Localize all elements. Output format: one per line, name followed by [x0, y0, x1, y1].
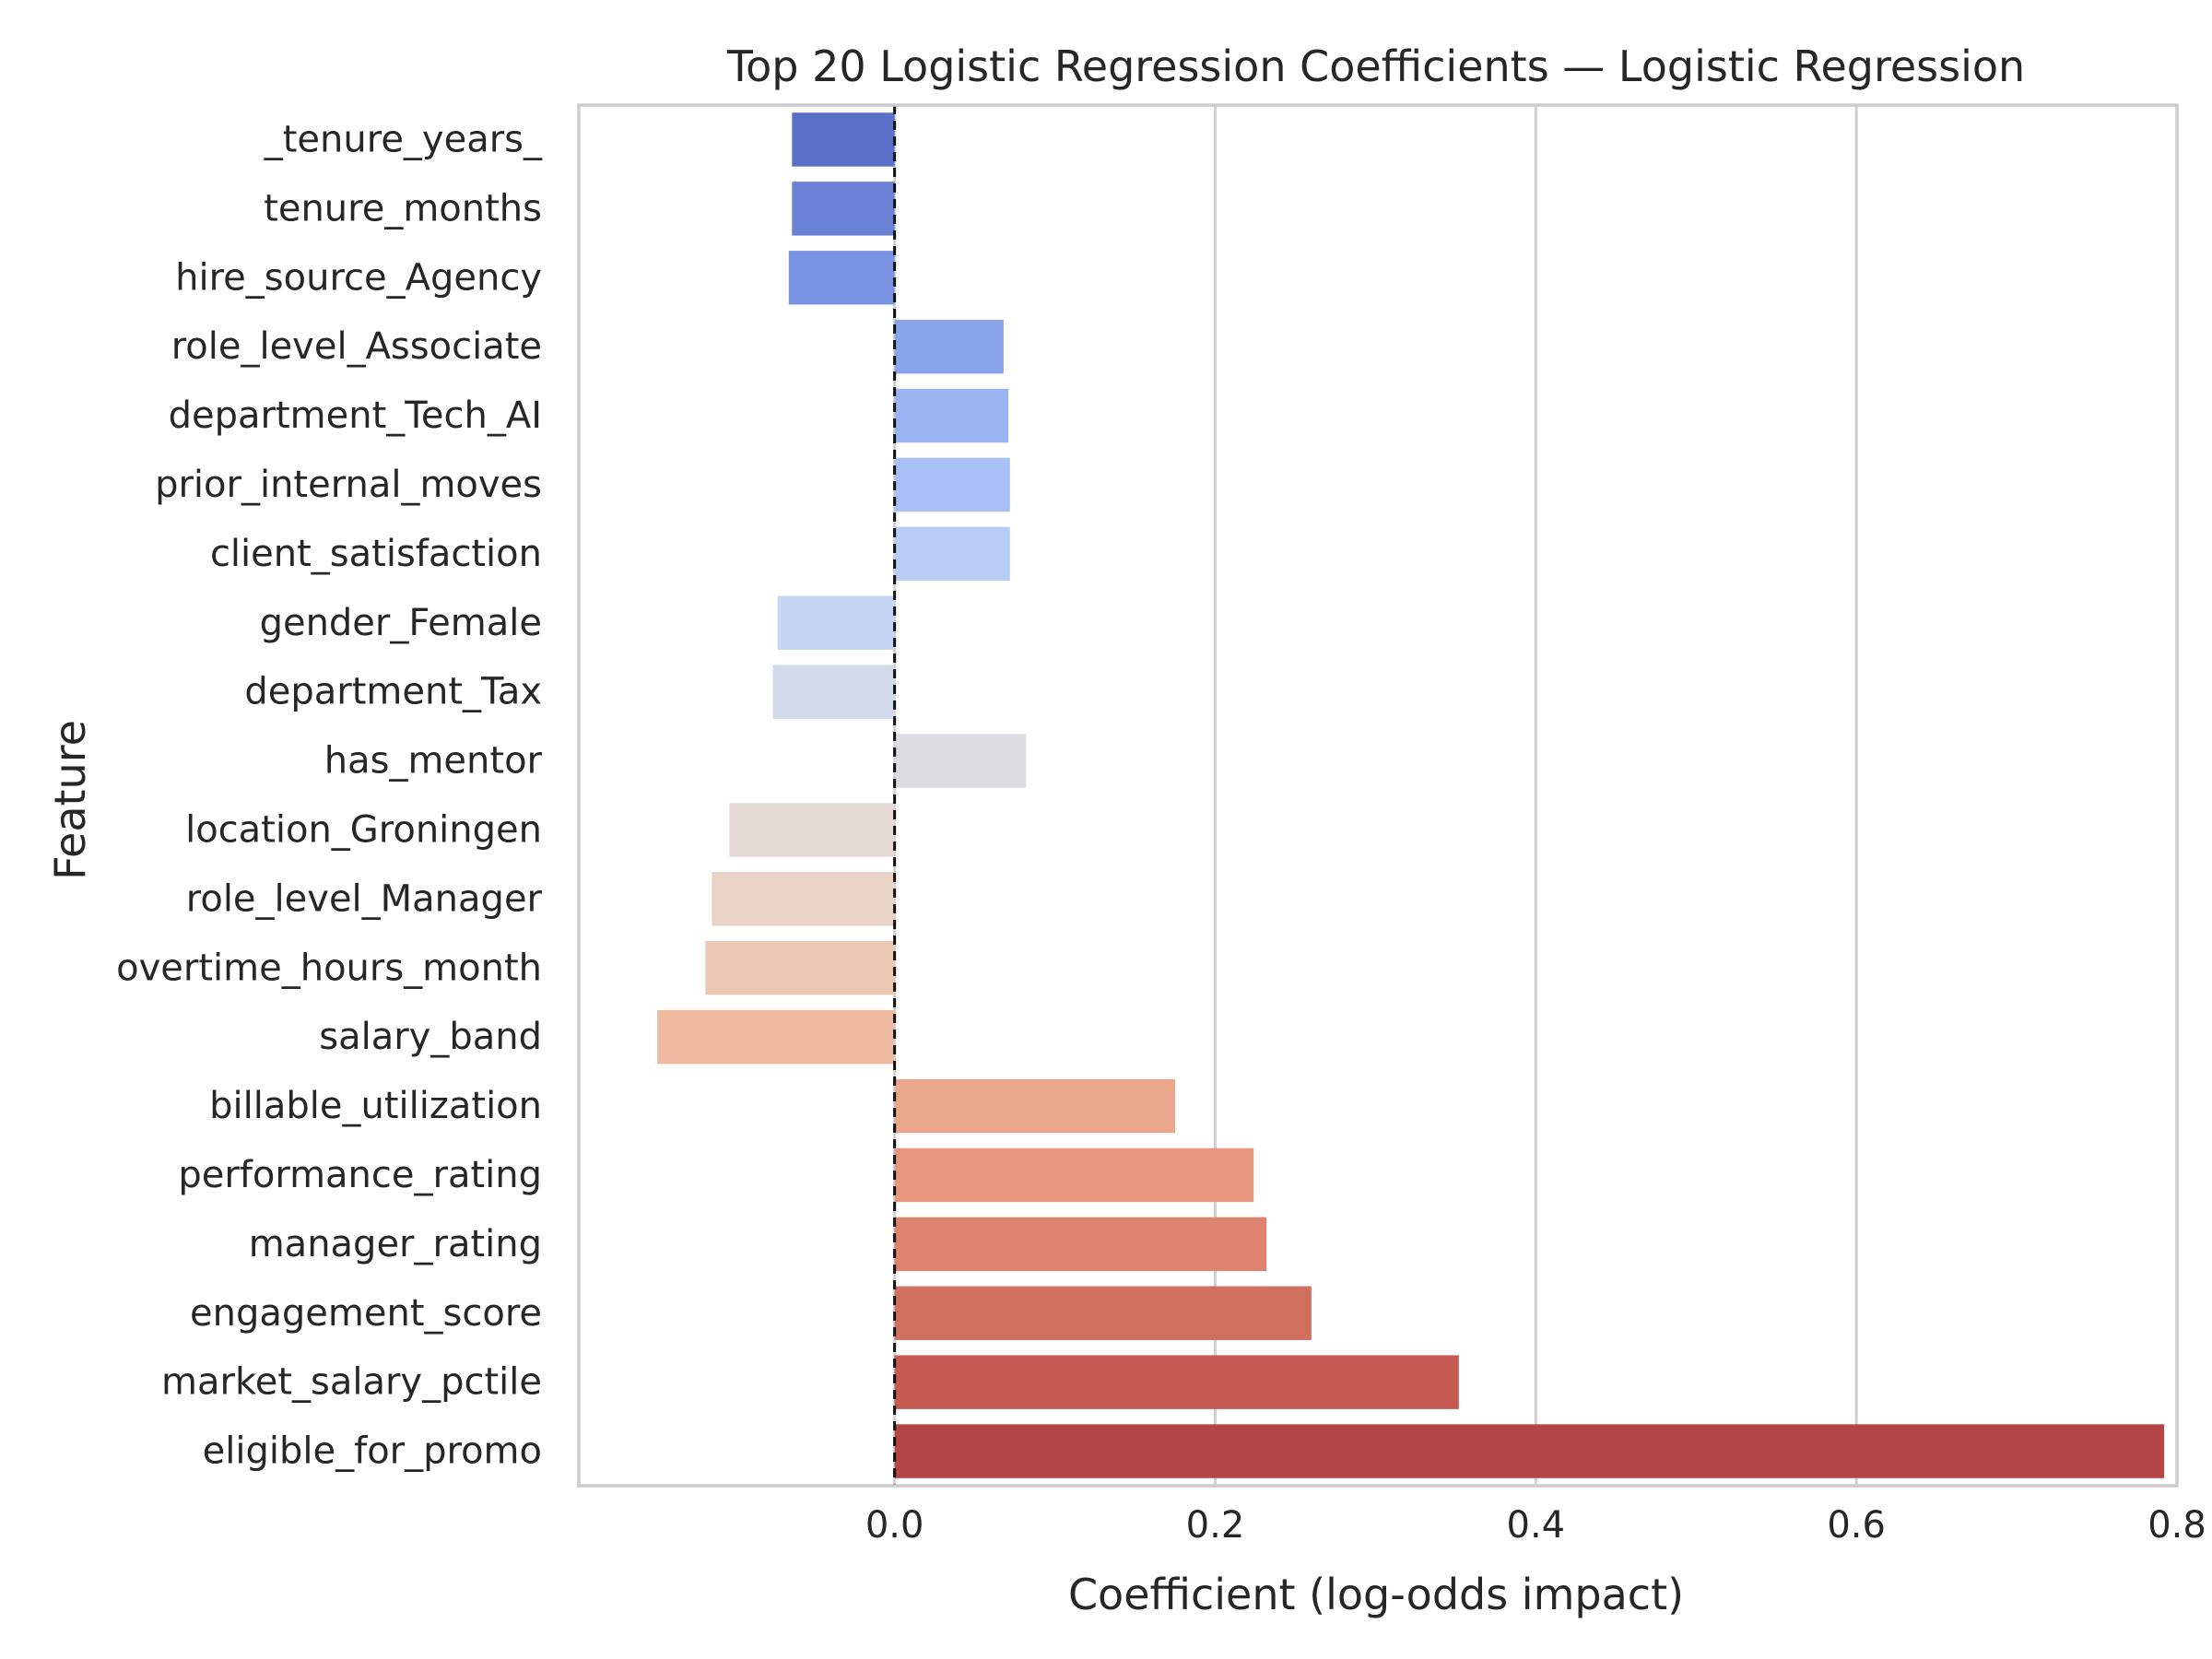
bar-overtime_hours_month: [705, 941, 895, 995]
x-axis-label: Coefficient (log-odds impact): [1068, 1570, 1684, 1619]
y-tick-label-eligible_for_promo: eligible_for_promo: [203, 1430, 542, 1473]
bar-_tenure_years_: [792, 112, 895, 167]
y-tick-label-salary_band: salary_band: [319, 1016, 542, 1058]
y-tick-label-role_level_Associate: role_level_Associate: [171, 325, 542, 368]
bar-market_salary_pctile: [894, 1355, 1459, 1409]
y-tick-label-manager_rating: manager_rating: [249, 1223, 542, 1265]
x-tick-label-4: 0.8: [2147, 1504, 2206, 1547]
bar-performance_rating: [894, 1147, 1254, 1203]
bar-client_satisfaction: [894, 526, 1010, 582]
y-tick-label-role_level_Manager: role_level_Manager: [186, 877, 543, 920]
bar-manager_rating: [894, 1217, 1267, 1272]
y-tick-label-billable_utilization: billable_utilization: [209, 1085, 542, 1127]
y-tick-label-engagement_score: engagement_score: [190, 1292, 542, 1335]
x-tick-labels: 0.0 0.2 0.4 0.6 0.8: [865, 1504, 2206, 1547]
bar-billable_utilization: [894, 1078, 1175, 1134]
x-tick-label-1: 0.2: [1186, 1504, 1245, 1547]
bar-department_Tech_AI: [894, 388, 1009, 443]
bar-role_level_Associate: [894, 319, 1004, 374]
bar-prior_internal_moves: [894, 457, 1010, 512]
y-tick-label-market_salary_pctile: market_salary_pctile: [161, 1361, 542, 1404]
grid-lines: [893, 105, 2179, 1486]
y-axis-label: Feature: [45, 720, 95, 880]
bar-location_Groningen: [729, 803, 895, 857]
y-tick-label-_tenure_years_: _tenure_years_: [264, 118, 543, 160]
y-tick-label-tenure_months: tenure_months: [264, 187, 542, 229]
x-tick-label-2: 0.4: [1507, 1504, 1566, 1547]
y-tick-label-department_Tech_AI: department_Tech_AI: [169, 394, 542, 437]
y-tick-label-gender_Female: gender_Female: [260, 602, 542, 644]
chart-title: Top 20 Logistic Regression Coefficients …: [726, 41, 2025, 91]
y-tick-label-department_Tax: department_Tax: [244, 671, 542, 713]
bar-role_level_Manager: [712, 872, 895, 926]
y-tick-label-overtime_hours_month: overtime_hours_month: [116, 947, 542, 989]
y-tick-label-has_mentor: has_mentor: [324, 740, 543, 782]
bar-tenure_months: [792, 182, 895, 236]
y-tick-label-hire_source_Agency: hire_source_Agency: [175, 256, 542, 299]
plot-frame: [577, 103, 2179, 1488]
bar-hire_source_Agency: [788, 251, 895, 305]
y-tick-label-prior_internal_moves: prior_internal_moves: [155, 464, 542, 506]
bar-department_Tax: [772, 665, 895, 719]
bar-salary_band: [657, 1009, 895, 1065]
bar-eligible_for_promo: [894, 1424, 2165, 1478]
y-tick-labels: _tenure_years_ tenure_months hire_source_A…: [116, 118, 543, 1472]
bar-has_mentor: [894, 734, 1027, 788]
x-tick-label-3: 0.6: [1827, 1504, 1886, 1547]
bar-gender_Female: [777, 595, 895, 650]
y-tick-label-location_Groningen: location_Groningen: [185, 808, 542, 851]
y-tick-label-client_satisfaction: client_satisfaction: [210, 533, 542, 575]
bars: [657, 112, 2165, 1478]
bar-engagement_score: [894, 1286, 1312, 1340]
x-tick-label-0: 0.0: [865, 1504, 924, 1547]
y-tick-label-performance_rating: performance_rating: [178, 1154, 542, 1196]
